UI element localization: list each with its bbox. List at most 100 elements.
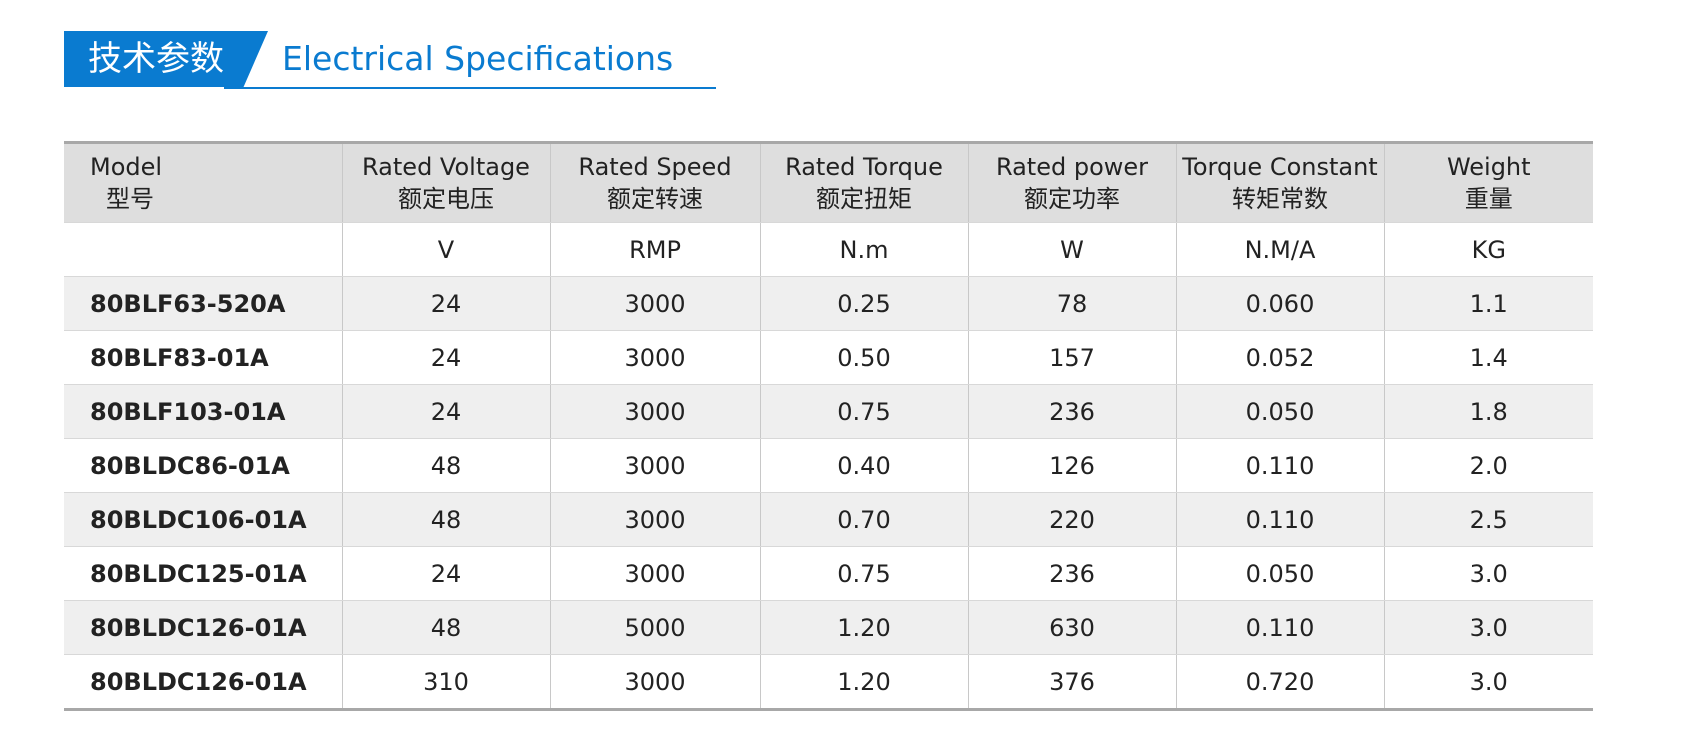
data-cell: 24 [341, 384, 551, 439]
data-row: 80BLF83-01A 24 3000 0.50 157 0.052 1.4 [64, 330, 1593, 385]
data-row: 80BLF103-01A 24 3000 0.75 236 0.050 1.8 [64, 384, 1593, 439]
data-cell: 3000 [549, 330, 761, 385]
model-cell: 80BLDC125-01A [64, 546, 343, 601]
data-cell: 3000 [549, 276, 761, 331]
data-cell: 0.25 [759, 276, 969, 331]
spec-table: Model 型号 Rated Voltage 额定电压 Rated Speed 额定转速 R… [64, 141, 1593, 711]
data-cell: 0.720 [1175, 654, 1385, 710]
header-cell: Torque Constant 转矩常数 [1175, 142, 1385, 223]
title-cn: 技术参数 [64, 31, 268, 87]
header-cell: Rated Voltage 额定电压 [341, 142, 551, 223]
header-cell: Rated Speed 额定转速 [549, 142, 761, 223]
data-cell: 48 [341, 492, 551, 547]
data-cell: 48 [341, 600, 551, 655]
header-cn: 额定功率 [1024, 185, 1120, 213]
data-cell: 3000 [549, 384, 761, 439]
header-cell: Model 型号 [64, 142, 343, 223]
units-cell: RMP [549, 222, 761, 277]
data-cell: 0.110 [1175, 438, 1385, 493]
data-cell: 236 [967, 546, 1177, 601]
data-cell: 0.110 [1175, 600, 1385, 655]
header-cn: 型号 [106, 185, 154, 213]
data-cell: 24 [341, 546, 551, 601]
header-cell: Rated Torque 额定扭矩 [759, 142, 969, 223]
units-cell: KG [1383, 222, 1593, 277]
units-cell: N.m [759, 222, 969, 277]
data-cell: 1.20 [759, 600, 969, 655]
header-cell: Weight 重量 [1383, 142, 1593, 223]
data-cell: 3000 [549, 546, 761, 601]
data-cell: 1.8 [1383, 384, 1593, 439]
header-en: Model [90, 153, 163, 181]
data-cell: 310 [341, 654, 551, 710]
units-cell: V [341, 222, 551, 277]
model-cell: 80BLDC126-01A [64, 654, 343, 710]
units-cell [64, 222, 343, 277]
header-en: Weight [1446, 153, 1531, 181]
data-cell: 157 [967, 330, 1177, 385]
units-cell: W [967, 222, 1177, 277]
header-cn: 重量 [1464, 185, 1513, 213]
data-cell: 3.0 [1383, 600, 1593, 655]
model-cell: 80BLF83-01A [64, 330, 343, 385]
data-cell: 220 [967, 492, 1177, 547]
data-cell: 0.060 [1175, 276, 1385, 331]
data-cell: 0.75 [759, 546, 969, 601]
model-cell: 80BLF63-520A [64, 276, 343, 331]
header-cn: 额定电压 [398, 185, 494, 213]
header-cn: 转矩常数 [1232, 185, 1328, 213]
data-cell: 0.70 [759, 492, 969, 547]
data-cell: 126 [967, 438, 1177, 493]
section-title: 技术参数 Electrical Specifications [64, 31, 716, 89]
data-cell: 3000 [549, 654, 761, 710]
header-cell: Rated power 额定功率 [967, 142, 1177, 223]
data-row: 80BLDC126-01A 48 5000 1.20 630 0.110 3.0 [64, 600, 1593, 655]
data-cell: 1.4 [1383, 330, 1593, 385]
data-cell: 0.052 [1175, 330, 1385, 385]
header-cn: 额定扭矩 [816, 185, 912, 213]
data-cell: 0.050 [1175, 546, 1385, 601]
header-en: Rated power [995, 153, 1149, 181]
data-cell: 3000 [549, 438, 761, 493]
data-cell: 1.1 [1383, 276, 1593, 331]
data-cell: 0.050 [1175, 384, 1385, 439]
title-en: Electrical Specifications [282, 39, 674, 78]
data-cell: 236 [967, 384, 1177, 439]
model-cell: 80BLDC86-01A [64, 438, 343, 493]
data-cell: 0.50 [759, 330, 969, 385]
data-cell: 0.75 [759, 384, 969, 439]
units-cell: N.M/A [1175, 222, 1385, 277]
data-row: 80BLF63-520A 24 3000 0.25 78 0.060 1.1 [64, 276, 1593, 331]
header-en: Torque Constant [1182, 153, 1378, 181]
data-cell: 24 [341, 276, 551, 331]
data-row: 80BLDC86-01A 48 3000 0.40 126 0.110 2.0 [64, 438, 1593, 493]
data-cell: 5000 [549, 600, 761, 655]
data-row: 80BLDC125-01A 24 3000 0.75 236 0.050 3.0 [64, 546, 1593, 601]
data-cell: 3000 [549, 492, 761, 547]
data-cell: 2.0 [1383, 438, 1593, 493]
model-cell: 80BLF103-01A [64, 384, 343, 439]
data-cell: 376 [967, 654, 1177, 710]
header-en: Rated Voltage [362, 153, 530, 181]
header-cn: 额定转速 [607, 185, 703, 213]
header-row: Model 型号 Rated Voltage 额定电压 Rated Speed 额定转速 R… [64, 142, 1593, 223]
data-cell: 24 [341, 330, 551, 385]
data-cell: 3.0 [1383, 654, 1593, 710]
model-cell: 80BLDC106-01A [64, 492, 343, 547]
data-cell: 630 [967, 600, 1177, 655]
data-cell: 78 [967, 276, 1177, 331]
data-row: 80BLDC106-01A 48 3000 0.70 220 0.110 2.5 [64, 492, 1593, 547]
data-cell: 3.0 [1383, 546, 1593, 601]
data-cell: 48 [341, 438, 551, 493]
data-cell: 0.110 [1175, 492, 1385, 547]
model-cell: 80BLDC126-01A [64, 600, 343, 655]
data-cell: 1.20 [759, 654, 969, 710]
units-row: V RMP N.m W N.M/A KG [64, 222, 1593, 277]
title-underline [224, 87, 716, 89]
header-en: Rated Torque [785, 153, 943, 181]
data-cell: 2.5 [1383, 492, 1593, 547]
data-cell: 0.40 [759, 438, 969, 493]
header-en: Rated Speed [578, 153, 732, 181]
data-row: 80BLDC126-01A 310 3000 1.20 376 0.720 3.0 [64, 654, 1593, 710]
